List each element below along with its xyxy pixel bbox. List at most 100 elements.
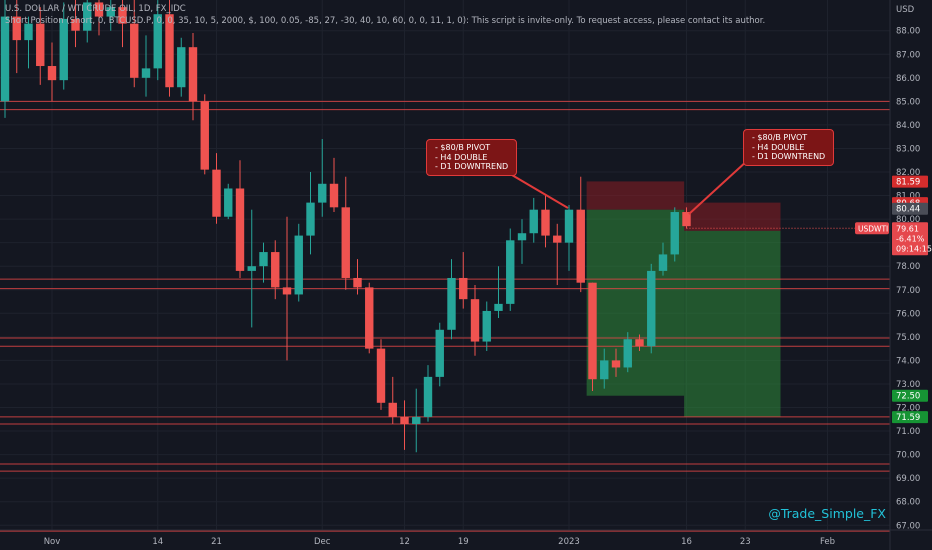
price-label: 81.59 (896, 178, 920, 188)
candle-body (235, 188, 245, 271)
y-tick-label: 86.00 (896, 74, 920, 84)
price-label: 72.50 (896, 392, 920, 402)
candles (0, 0, 691, 453)
annotation-line: - H4 DOUBLE (435, 152, 488, 162)
chart-title: U.S. DOLLAR / WTI CRUDE OIL, 1D, FX_IDC (5, 4, 186, 14)
candle-body (494, 303, 503, 311)
candle-body (306, 202, 315, 236)
candle-body (247, 266, 256, 271)
annotation-line: - $80/B PIVOT (435, 143, 491, 152)
candle-body (59, 18, 68, 81)
candle-body (12, 16, 21, 41)
profit-zone (684, 230, 781, 417)
position-zones (586, 181, 781, 417)
x-tick-label: 12 (399, 537, 410, 547)
candle-body (83, 2, 92, 31)
y-tick-label: 69.00 (896, 474, 920, 484)
candle-body (388, 402, 397, 417)
x-tick-label: Dec (314, 537, 331, 547)
candle-body (24, 23, 33, 41)
candle-body (623, 339, 632, 368)
price-label-bg (892, 389, 928, 402)
symbol-tag: USDWTI (858, 224, 888, 233)
candle-body (400, 416, 409, 424)
x-tick-label: 23 (740, 537, 751, 547)
candle-body (259, 252, 268, 267)
candle-body (177, 47, 186, 88)
candle-body (153, 14, 162, 69)
candle-body (670, 212, 679, 255)
candle-body (541, 209, 550, 236)
y-tick-label: 78.00 (896, 262, 920, 272)
x-tick-label: 21 (211, 537, 222, 547)
x-tick-label: 16 (681, 537, 692, 547)
candle-body (600, 360, 609, 380)
y-tick-label: 85.00 (896, 97, 920, 107)
annotation-line: - D1 DOWNTREND (752, 152, 826, 161)
y-tick-label: 77.00 (896, 286, 920, 296)
annotation-box-left[interactable]: - $80/B PIVOT - H4 DOUBLE - D1 DOWNTREND (426, 139, 518, 176)
candle-body (71, 18, 80, 31)
candle-body (353, 277, 362, 288)
annotation-box-right[interactable]: - $80/B PIVOT - H4 DOUBLE - D1 DOWNTREND (743, 129, 835, 166)
candle-body (506, 240, 515, 304)
candle-body (365, 287, 374, 349)
indicator-legend[interactable]: Short Position (Short, 0, BTCUSD.P, 0, 0… (5, 16, 766, 26)
candle-body (376, 348, 386, 403)
candle-body (658, 254, 668, 271)
candle-body (188, 47, 198, 102)
x-tick-label: 2023 (558, 537, 580, 547)
candle-body (470, 299, 480, 342)
x-tick-label: Nov (44, 537, 61, 547)
candle-body (564, 209, 574, 243)
candle-body (212, 169, 221, 217)
candle-body (529, 209, 538, 234)
candle-body (482, 310, 491, 342)
annotation-line: - H4 DOUBLE (752, 142, 805, 152)
candle-body (435, 329, 444, 377)
y-tick-label: 73.00 (896, 380, 920, 390)
price-label-bg (892, 411, 928, 424)
candle-body (459, 277, 468, 300)
candle-body (423, 376, 433, 417)
candle-body (165, 14, 174, 88)
y-tick-label: 80.00 (896, 215, 920, 225)
x-tick-label: Feb (820, 537, 835, 547)
candle-body (294, 235, 303, 295)
candle-body (94, 2, 104, 17)
current-price-text: 09:14:15 (896, 244, 932, 253)
current-price-label: USDWTI 79.61-6.41%09:14:15 (686, 222, 932, 256)
candle-body (517, 233, 527, 241)
price-label: 80.44 (896, 205, 920, 215)
symbol-tag-bg (855, 222, 889, 235)
y-tick-label: 67.00 (896, 521, 920, 531)
candle-body (141, 68, 151, 78)
candle-body (447, 277, 456, 330)
price-label-bg (892, 202, 928, 215)
y-tick-label: 87.00 (896, 50, 920, 60)
current-price-text: 79.61 (896, 224, 919, 233)
candle-body (0, 16, 10, 102)
candle-body (200, 101, 209, 170)
candle-body (224, 188, 233, 217)
y-tick-label: 81.00 (896, 192, 920, 202)
candle-body (130, 23, 139, 78)
candle-body (271, 252, 280, 288)
y-tick-label: 72.00 (896, 404, 920, 414)
x-axis[interactable]: Nov 14 21 Dec 12 19 2023 16 23 Feb (44, 537, 835, 547)
candle-body (553, 235, 562, 243)
candle-body (635, 339, 644, 347)
y-tick-label: 68.00 (896, 498, 920, 508)
candle-body (282, 287, 292, 295)
y-tick-label: 88.00 (896, 27, 920, 37)
y-tick-label: 75.00 (896, 333, 920, 343)
loss-zone (586, 181, 685, 210)
x-tick-label: 19 (458, 537, 469, 547)
y-tick-label: 70.00 (896, 451, 920, 461)
annotation-line: - D1 DOWNTREND (435, 162, 509, 171)
horizontal-levels (0, 100, 890, 532)
y-tick-label: 83.00 (896, 144, 920, 154)
candle-body (118, 7, 127, 24)
